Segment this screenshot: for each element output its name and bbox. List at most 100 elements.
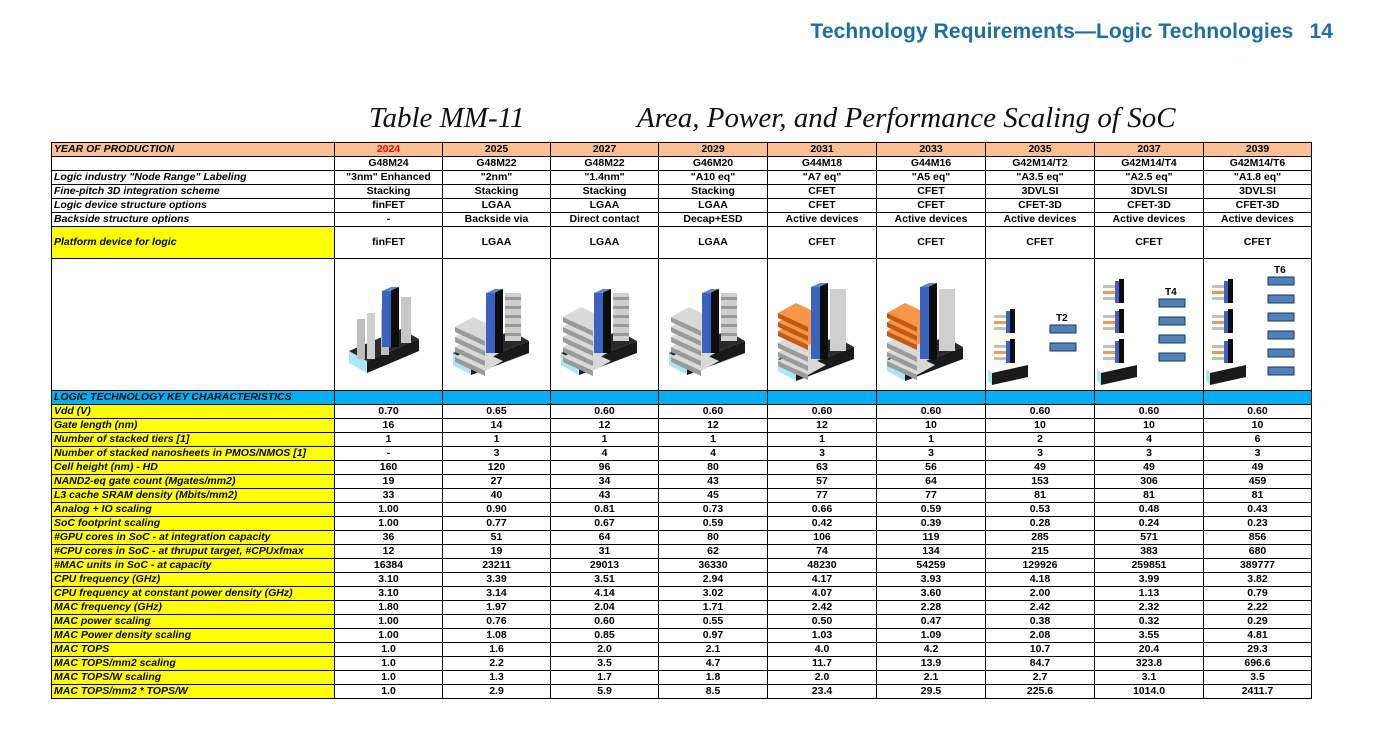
value-cell: CFET-3D [985, 198, 1095, 213]
row-label: SoC footprint scaling [51, 516, 335, 531]
value-cell: CFET [876, 184, 986, 199]
value-cell: LGAA [550, 198, 659, 213]
value-cell: 0.77 [442, 516, 551, 531]
row-label: #CPU cores in SoC - at thruput target, #… [51, 544, 335, 559]
value-cell: 43 [550, 488, 659, 503]
finfet-device-icon [348, 286, 419, 373]
value-cell: 1 [550, 432, 659, 447]
value-cell: 3.55 [1094, 628, 1204, 643]
cfet-3d-device-icon: T6 [1205, 265, 1294, 385]
value-cell: 77 [876, 488, 986, 503]
value-cell: 12 [767, 418, 877, 433]
value-cell: 3.1 [1094, 670, 1204, 685]
value-cell: 3.39 [442, 572, 551, 587]
value-cell: 119 [876, 530, 986, 545]
device-image-cell [442, 258, 551, 391]
value-cell: 1.03 [767, 628, 877, 643]
value-cell: 74 [767, 544, 877, 559]
value-cell: 33 [334, 488, 443, 503]
table-caption: Table MM-11 Area, Power, and Performance… [369, 102, 1176, 135]
section-cell [767, 390, 877, 405]
value-cell: CFET-3D [1094, 198, 1204, 213]
value-cell: 81 [1203, 488, 1312, 503]
value-cell: 49 [1203, 460, 1312, 475]
value-cell: 106 [767, 530, 877, 545]
value-cell: 80 [658, 530, 768, 545]
node-cell: G48M22 [550, 156, 659, 171]
platform-cell: LGAA [658, 226, 768, 259]
node-cell: G44M16 [876, 156, 986, 171]
device-image-cell [767, 258, 877, 391]
value-cell: 1 [334, 432, 443, 447]
value-cell: 19 [442, 544, 551, 559]
device-image-cell [876, 258, 986, 391]
year-cell: 2029 [658, 142, 768, 157]
value-cell: 0.59 [876, 502, 986, 517]
page-header: Technology Requirements—Logic Technologi… [810, 20, 1333, 44]
tier-label: T4 [1165, 287, 1177, 298]
value-cell: 215 [985, 544, 1095, 559]
value-cell: 3DVLSI [1094, 184, 1204, 199]
value-cell: "A3.5 eq" [985, 170, 1095, 185]
value-cell: 77 [767, 488, 877, 503]
value-cell: 1.6 [442, 642, 551, 657]
data-row: MAC TOPS/mm2 scaling 1.0 2.2 3.5 4.7 11.7 13.9… [51, 656, 1312, 671]
year-cell: 2031 [767, 142, 877, 157]
device-image-cell [550, 258, 659, 391]
value-cell: 3.93 [876, 572, 986, 587]
value-cell: 0.60 [767, 404, 877, 419]
value-cell: 3.02 [658, 586, 768, 601]
value-cell: 0.85 [550, 628, 659, 643]
value-cell: 10 [1203, 418, 1312, 433]
value-cell: 1.00 [334, 614, 443, 629]
value-cell: Backside via [442, 212, 551, 227]
row-label: MAC TOPS/W scaling [51, 670, 335, 685]
value-cell: 1.0 [334, 656, 443, 671]
value-cell: 57 [767, 474, 877, 489]
value-cell: 3 [985, 446, 1095, 461]
value-cell: 0.73 [658, 502, 768, 517]
value-cell: 11.7 [767, 656, 877, 671]
value-cell: 49 [985, 460, 1095, 475]
platform-cell: CFET [1203, 226, 1312, 259]
page-number: 14 [1309, 20, 1333, 43]
value-cell: 43 [658, 474, 768, 489]
value-cell: "A5 eq" [876, 170, 986, 185]
platform-cell: CFET [1094, 226, 1204, 259]
value-cell: 680 [1203, 544, 1312, 559]
data-row: #GPU cores in SoC - at integration capac… [51, 530, 1312, 545]
value-cell: 3.10 [334, 586, 443, 601]
tier-label: T2 [1056, 313, 1068, 324]
data-row: #CPU cores in SoC - at thruput target, #… [51, 544, 1312, 559]
value-cell: 12 [334, 544, 443, 559]
value-cell: 62 [658, 544, 768, 559]
value-cell: 2.1 [876, 670, 986, 685]
value-cell: 10 [1094, 418, 1204, 433]
value-cell: 2.94 [658, 572, 768, 587]
data-row: Analog + IO scaling 1.00 0.90 0.81 0.73 0.66 0… [51, 502, 1312, 517]
value-cell: 2.1 [658, 642, 768, 657]
section-cell [985, 390, 1095, 405]
value-cell: 0.79 [1203, 586, 1312, 601]
device-image-cell [334, 258, 443, 391]
value-cell: Active devices [1203, 212, 1312, 227]
cfet-3d-device-icon: T4 [1097, 278, 1186, 385]
value-cell: 0.60 [1203, 404, 1312, 419]
data-row: Number of stacked tiers [1] 1 1 1 1 1 1 2 4 6 [51, 432, 1312, 447]
value-cell: 2.08 [985, 628, 1095, 643]
value-cell: 306 [1094, 474, 1204, 489]
value-cell: LGAA [442, 198, 551, 213]
meta-row: Backside structure options - Backside via D… [51, 212, 1312, 227]
row-label: #GPU cores in SoC - at integration capac… [51, 530, 335, 545]
device-image-cell: T2 [985, 258, 1095, 391]
node-cell: G42M14/T4 [1094, 156, 1204, 171]
value-cell: "A7 eq" [767, 170, 877, 185]
value-cell: 12 [658, 418, 768, 433]
value-cell: 0.39 [876, 516, 986, 531]
meta-row: Logic device structure options finFET LGAA… [51, 198, 1312, 213]
value-cell: 0.60 [658, 404, 768, 419]
row-label: Logic industry "Node Range" Labeling [51, 170, 335, 185]
value-cell: 23211 [442, 558, 551, 573]
value-cell: 0.38 [985, 614, 1095, 629]
value-cell: 1.09 [876, 628, 986, 643]
